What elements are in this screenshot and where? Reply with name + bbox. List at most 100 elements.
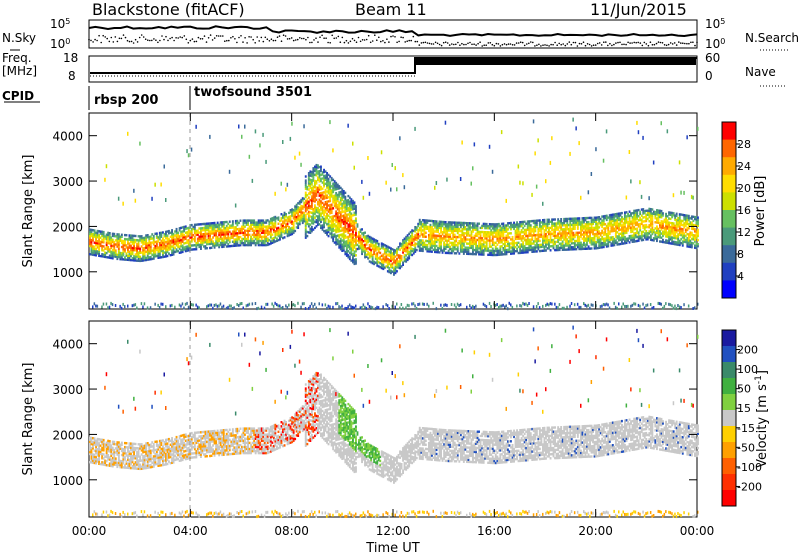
nsearch-point (307, 36, 309, 39)
power-cell (148, 239, 151, 243)
power-cell (301, 217, 304, 220)
power-cell (137, 259, 140, 262)
power-cell (500, 234, 503, 238)
power-cell (438, 232, 441, 236)
power-cell (517, 251, 520, 255)
power-cell (168, 242, 170, 245)
power-cell (540, 229, 543, 232)
power-cell (602, 243, 605, 247)
nsearch-point (199, 38, 202, 40)
power-cell (148, 256, 151, 259)
power-cell (429, 250, 432, 253)
power-cell (584, 243, 587, 246)
power-cell (169, 231, 172, 234)
power-cell (505, 240, 508, 243)
power-cell (238, 231, 240, 235)
power-cell (187, 238, 190, 242)
power-cell (610, 238, 613, 241)
power-cell (423, 223, 426, 226)
power-frame (88, 112, 698, 310)
power-cell (394, 251, 397, 254)
power-cell (268, 230, 271, 234)
power-cell (326, 194, 328, 197)
nsearch-point (422, 41, 425, 44)
power-cell (209, 232, 211, 235)
power-cell (456, 250, 459, 253)
power-cell (549, 249, 552, 252)
power-cell (364, 253, 366, 257)
power-cell (140, 259, 143, 262)
power-cell (569, 221, 572, 225)
power-cell (242, 241, 245, 245)
power-cell (552, 238, 555, 242)
power-cell (274, 236, 277, 239)
power-cell (420, 241, 423, 244)
power-ground-scatter (542, 304, 544, 308)
power-ground-scatter (169, 304, 172, 308)
power-sparse-echo (248, 154, 251, 159)
power-cell (479, 230, 482, 234)
power-cell (347, 245, 350, 249)
power-cell (578, 245, 581, 249)
power-cell (241, 225, 243, 228)
power-sparse-echo (470, 181, 472, 186)
power-cell (587, 245, 590, 248)
power-cell (464, 246, 467, 249)
power-cell (201, 243, 204, 246)
power-ground-scatter (225, 306, 228, 310)
power-cell (469, 226, 471, 229)
power-cell (383, 256, 386, 259)
nsearch-point (339, 41, 342, 43)
power-sparse-echo (637, 130, 640, 135)
power-cell (221, 225, 224, 228)
power-cell (190, 244, 193, 247)
power-cell (456, 235, 459, 239)
power-cell (315, 208, 318, 212)
power-cell (391, 248, 394, 251)
power-cell (315, 188, 318, 191)
power-cell (291, 212, 294, 215)
power-cell (625, 231, 628, 234)
power-cell (605, 224, 608, 228)
power-cell (576, 223, 579, 226)
power-cell (333, 204, 336, 208)
power-cell (323, 185, 325, 188)
power-cell (344, 214, 347, 217)
power-cell (90, 247, 93, 250)
power-cell (318, 210, 321, 214)
power-cell (119, 251, 122, 255)
power-cell (358, 239, 360, 242)
power-cell (128, 258, 131, 262)
power-ground-scatter (359, 306, 362, 310)
power-cell (329, 181, 332, 184)
power-cell (245, 237, 248, 241)
power-cell (130, 236, 132, 239)
noise-axis-bottom: 100 (50, 37, 70, 52)
power-cell (274, 234, 277, 237)
power-cell (382, 265, 385, 268)
power-cell (254, 227, 257, 230)
power-cell (336, 228, 339, 231)
nsearch-point (471, 43, 473, 46)
power-cell (472, 252, 474, 256)
power-cell (504, 242, 506, 246)
power-cell (607, 230, 610, 234)
power-cell (593, 220, 596, 223)
power-cell (279, 234, 281, 237)
nsearch-point (548, 45, 550, 47)
power-cell (525, 238, 528, 242)
power-cell (435, 244, 438, 248)
power-cell (172, 247, 175, 250)
power-cell (333, 186, 336, 189)
power-cell (452, 241, 455, 245)
nsearch-point (586, 43, 589, 45)
power-cell (186, 249, 189, 252)
power-ground-scatter (227, 305, 229, 309)
power-cell (353, 203, 356, 206)
power-cell (213, 223, 216, 227)
power-cell (604, 233, 607, 236)
power-cell (219, 231, 222, 234)
power-cell (453, 239, 456, 243)
power-sparse-echo (500, 130, 503, 135)
power-cell (113, 249, 116, 252)
